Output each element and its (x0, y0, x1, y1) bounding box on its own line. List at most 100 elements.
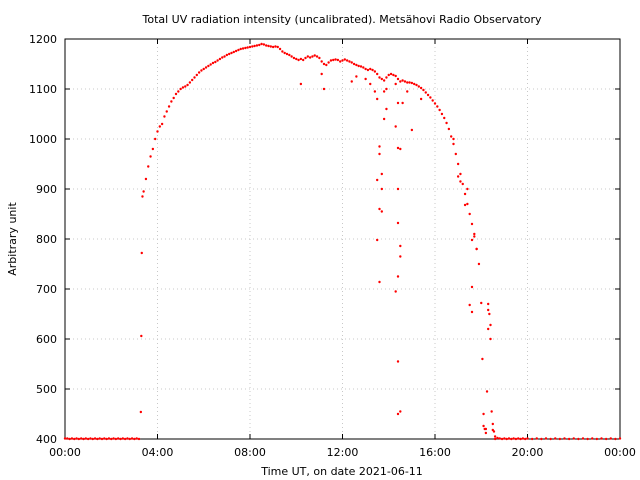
data-point (600, 437, 603, 440)
data-point (281, 50, 284, 53)
x-axis-label: Time UT, on date 2021-06-11 (260, 465, 423, 478)
data-point (406, 81, 409, 84)
data-point (466, 202, 469, 206)
data-point (485, 390, 489, 393)
data-point (394, 290, 397, 293)
data-point (112, 437, 115, 440)
data-point (350, 80, 353, 83)
data-point (315, 55, 319, 58)
data-point (77, 437, 81, 441)
data-point (463, 203, 467, 207)
data-point (481, 357, 484, 361)
y-axis-tick-labels: 400 500 600 700 800 900 1000 1100 1200 (29, 33, 57, 446)
data-point (299, 57, 303, 61)
data-point (355, 75, 358, 78)
data-point (477, 262, 481, 266)
data-point (269, 45, 273, 48)
data-point (308, 56, 312, 59)
data-point (369, 82, 372, 86)
data-point (311, 55, 314, 58)
data-point (338, 60, 342, 63)
data-point (382, 79, 386, 82)
x-tick-label: 16:00 (419, 446, 451, 459)
data-point (438, 108, 441, 112)
data-point (170, 100, 173, 103)
data-point (123, 437, 127, 441)
data-point (195, 73, 199, 77)
data-point (93, 437, 97, 440)
data-point (454, 152, 458, 156)
data-point (149, 155, 152, 158)
data-point (535, 437, 538, 440)
data-point (375, 72, 379, 76)
data-point (322, 62, 326, 66)
data-point (248, 45, 252, 49)
data-point (105, 437, 108, 441)
data-point (493, 437, 497, 441)
data-point (66, 437, 69, 440)
y-tick-label: 400 (36, 433, 57, 446)
data-point (470, 222, 474, 226)
data-point (463, 192, 467, 196)
data-point (577, 437, 580, 441)
data-point (373, 90, 377, 93)
data-point (424, 91, 427, 94)
data-point (341, 59, 344, 62)
data-point (167, 105, 171, 108)
data-point (128, 437, 131, 441)
data-point (530, 437, 534, 441)
data-point (385, 107, 388, 111)
data-point (514, 437, 518, 441)
data-point (396, 77, 400, 81)
data-point (221, 56, 224, 59)
data-point (63, 437, 67, 440)
y-tick-label: 800 (36, 233, 57, 246)
data-point (399, 255, 402, 258)
data-point (73, 437, 76, 441)
data-point (419, 86, 423, 90)
data-point (500, 437, 504, 441)
data-point (144, 177, 148, 181)
data-point (364, 77, 367, 81)
data-point (449, 135, 453, 138)
y-tick-label: 1100 (29, 83, 57, 96)
data-point (318, 56, 321, 60)
data-point (378, 152, 381, 156)
data-point (75, 437, 78, 440)
data-point (378, 280, 381, 284)
data-point (488, 312, 491, 316)
data-point (486, 302, 490, 306)
data-point (482, 412, 485, 416)
data-point (251, 45, 254, 48)
data-point (343, 58, 347, 61)
data-point (382, 117, 386, 121)
data-point (507, 437, 511, 440)
data-point (394, 82, 397, 86)
data-point (380, 210, 384, 213)
data-point (336, 58, 340, 62)
data-point (140, 334, 143, 338)
data-point (544, 437, 548, 440)
data-point (490, 410, 493, 413)
data-point (380, 187, 384, 191)
data-point (355, 63, 358, 67)
data-point (470, 285, 474, 289)
data-point (486, 327, 490, 331)
data-point (177, 90, 180, 93)
data-point (295, 57, 298, 61)
data-point (452, 137, 455, 141)
data-point (480, 301, 483, 305)
data-point (151, 147, 155, 151)
data-point (241, 47, 245, 50)
data-point (153, 137, 157, 141)
data-point (89, 437, 92, 440)
data-point (503, 437, 506, 440)
data-point (433, 102, 437, 105)
data-point (209, 63, 212, 66)
chart-title: Total UV radiation intensity (uncalibrat… (142, 13, 542, 26)
x-tick-label: 08:00 (234, 446, 266, 459)
data-point (184, 85, 187, 88)
data-point (498, 437, 501, 440)
data-point (364, 67, 367, 71)
